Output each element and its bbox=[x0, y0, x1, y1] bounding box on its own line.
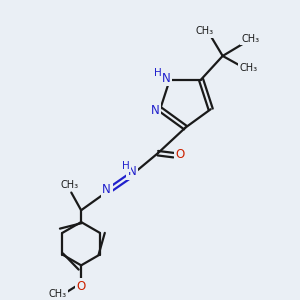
Text: O: O bbox=[176, 148, 185, 161]
Text: CH₃: CH₃ bbox=[239, 63, 257, 73]
Text: N: N bbox=[102, 183, 111, 196]
Text: CH₃: CH₃ bbox=[241, 34, 259, 44]
Text: H: H bbox=[122, 161, 129, 171]
Text: N: N bbox=[128, 165, 137, 178]
Text: CH₃: CH₃ bbox=[60, 180, 78, 190]
Text: CH₃: CH₃ bbox=[49, 289, 67, 299]
Text: H: H bbox=[154, 68, 162, 78]
Text: N: N bbox=[151, 104, 160, 117]
Text: N: N bbox=[161, 72, 170, 85]
Text: O: O bbox=[76, 280, 86, 292]
Text: CH₃: CH₃ bbox=[196, 26, 214, 36]
